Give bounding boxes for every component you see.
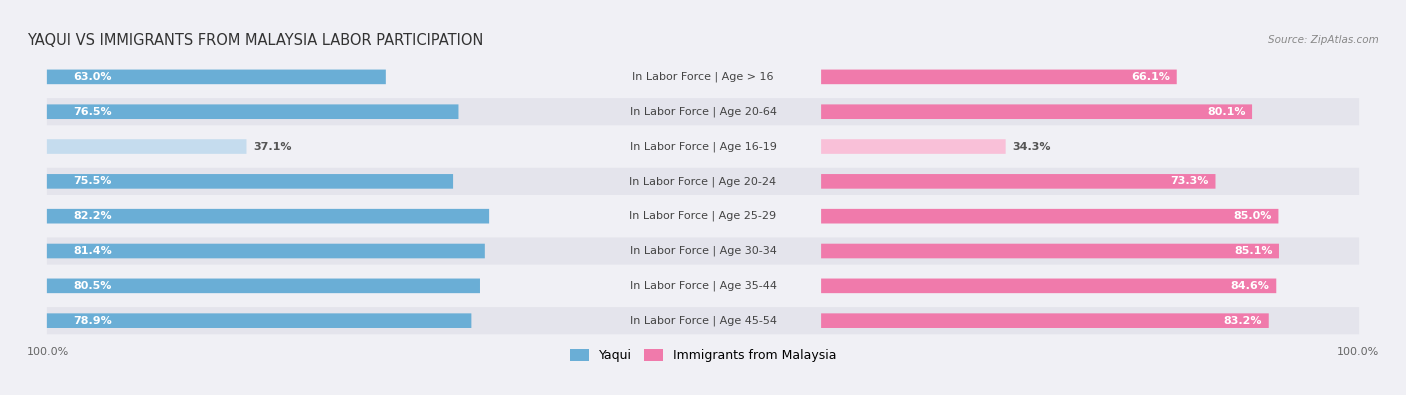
Text: In Labor Force | Age 25-29: In Labor Force | Age 25-29 bbox=[630, 211, 776, 222]
FancyBboxPatch shape bbox=[821, 139, 1005, 154]
FancyBboxPatch shape bbox=[46, 133, 1360, 160]
FancyBboxPatch shape bbox=[46, 272, 1360, 299]
FancyBboxPatch shape bbox=[46, 244, 485, 258]
Text: In Labor Force | Age 35-44: In Labor Force | Age 35-44 bbox=[630, 280, 776, 291]
Text: Source: ZipAtlas.com: Source: ZipAtlas.com bbox=[1268, 35, 1379, 45]
FancyBboxPatch shape bbox=[821, 313, 1268, 328]
FancyBboxPatch shape bbox=[46, 139, 246, 154]
Text: 34.3%: 34.3% bbox=[1012, 141, 1050, 152]
Text: In Labor Force | Age 45-54: In Labor Force | Age 45-54 bbox=[630, 316, 776, 326]
FancyBboxPatch shape bbox=[821, 244, 1279, 258]
FancyBboxPatch shape bbox=[46, 70, 385, 84]
FancyBboxPatch shape bbox=[821, 104, 1253, 119]
Text: 80.1%: 80.1% bbox=[1206, 107, 1246, 117]
FancyBboxPatch shape bbox=[46, 237, 1360, 265]
FancyBboxPatch shape bbox=[46, 209, 489, 224]
Text: 80.5%: 80.5% bbox=[73, 281, 111, 291]
Text: In Labor Force | Age 20-64: In Labor Force | Age 20-64 bbox=[630, 107, 776, 117]
FancyBboxPatch shape bbox=[821, 278, 1277, 293]
Text: 100.0%: 100.0% bbox=[27, 347, 69, 357]
Text: 83.2%: 83.2% bbox=[1223, 316, 1263, 325]
Text: 85.0%: 85.0% bbox=[1233, 211, 1272, 221]
FancyBboxPatch shape bbox=[46, 313, 471, 328]
Text: 63.0%: 63.0% bbox=[73, 72, 111, 82]
FancyBboxPatch shape bbox=[46, 63, 1360, 90]
Text: 78.9%: 78.9% bbox=[73, 316, 112, 325]
Text: 85.1%: 85.1% bbox=[1234, 246, 1272, 256]
FancyBboxPatch shape bbox=[46, 203, 1360, 230]
Text: 100.0%: 100.0% bbox=[1337, 347, 1379, 357]
Text: YAQUI VS IMMIGRANTS FROM MALAYSIA LABOR PARTICIPATION: YAQUI VS IMMIGRANTS FROM MALAYSIA LABOR … bbox=[27, 33, 484, 48]
Text: 66.1%: 66.1% bbox=[1132, 72, 1170, 82]
FancyBboxPatch shape bbox=[821, 70, 1177, 84]
Text: 73.3%: 73.3% bbox=[1171, 176, 1209, 186]
FancyBboxPatch shape bbox=[821, 174, 1215, 189]
Text: In Labor Force | Age > 16: In Labor Force | Age > 16 bbox=[633, 71, 773, 82]
FancyBboxPatch shape bbox=[46, 307, 1360, 334]
Text: In Labor Force | Age 30-34: In Labor Force | Age 30-34 bbox=[630, 246, 776, 256]
Text: 81.4%: 81.4% bbox=[73, 246, 112, 256]
Text: 84.6%: 84.6% bbox=[1230, 281, 1270, 291]
FancyBboxPatch shape bbox=[46, 278, 479, 293]
FancyBboxPatch shape bbox=[46, 98, 1360, 125]
Text: 37.1%: 37.1% bbox=[253, 141, 291, 152]
Text: 82.2%: 82.2% bbox=[73, 211, 111, 221]
FancyBboxPatch shape bbox=[821, 209, 1278, 224]
Text: In Labor Force | Age 20-24: In Labor Force | Age 20-24 bbox=[630, 176, 776, 186]
FancyBboxPatch shape bbox=[46, 174, 453, 189]
Legend: Yaqui, Immigrants from Malaysia: Yaqui, Immigrants from Malaysia bbox=[569, 349, 837, 362]
Text: In Labor Force | Age 16-19: In Labor Force | Age 16-19 bbox=[630, 141, 776, 152]
FancyBboxPatch shape bbox=[46, 168, 1360, 195]
FancyBboxPatch shape bbox=[46, 104, 458, 119]
Text: 75.5%: 75.5% bbox=[73, 176, 111, 186]
Text: 76.5%: 76.5% bbox=[73, 107, 111, 117]
